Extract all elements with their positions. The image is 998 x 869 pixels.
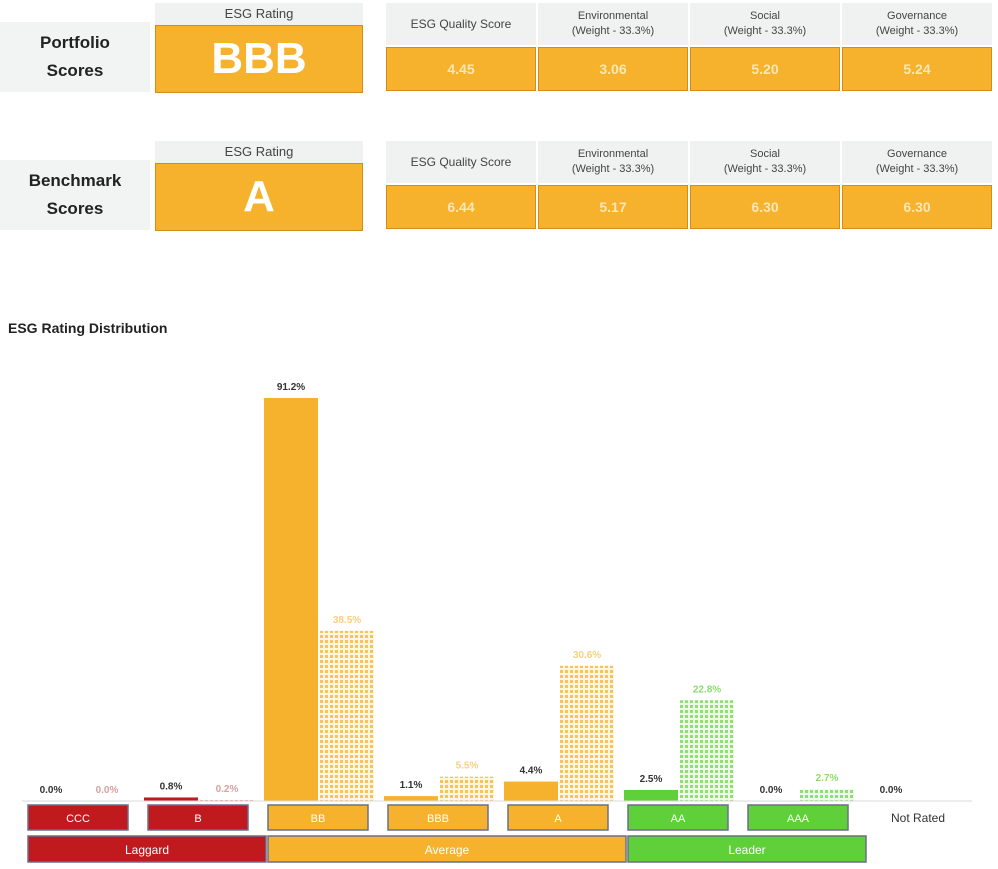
portfolio-rating-value: BBB	[155, 25, 363, 93]
category-box-a	[507, 804, 609, 831]
portfolio-environmental-value: 3.06	[538, 47, 688, 91]
category-label-bb: BB	[311, 813, 326, 825]
category-label-bbb: BBB	[427, 813, 449, 825]
category-label-aaa: AAA	[787, 813, 810, 825]
bar-portfolio-bb	[264, 398, 318, 801]
benchmark-quality-value: 6.44	[386, 185, 536, 229]
portfolio-quality-value: 4.45	[386, 47, 536, 91]
bar-label-portfolio-bb: 91.2%	[277, 382, 305, 393]
portfolio-rating-header: ESG Rating	[155, 3, 363, 25]
bar-label-portfolio-bbb: 1.1%	[400, 780, 423, 791]
benchmark-label-line1: Benchmark	[28, 171, 122, 190]
benchmark-environmental-value: 5.17	[538, 185, 688, 229]
chart-title: ESG Rating Distribution	[8, 320, 168, 336]
bar-label-portfolio-aaa: 0.0%	[760, 785, 783, 796]
bar-benchmark-a	[560, 665, 614, 801]
benchmark-social-value: 6.30	[690, 185, 840, 229]
benchmark-rating-header: ESG Rating	[155, 141, 363, 163]
portfolio-social-value: 5.20	[690, 47, 840, 91]
benchmark-governance-value: 6.30	[842, 185, 992, 229]
portfolio-quality-header: ESG Quality Score	[386, 3, 536, 45]
group-box-leader	[627, 835, 867, 863]
bar-label-portfolio-b: 0.8%	[160, 781, 183, 792]
category-label-a: A	[554, 813, 562, 825]
bar-label-benchmark-bb: 38.5%	[333, 615, 361, 626]
bar-portfolio-b	[144, 797, 198, 801]
bar-label-benchmark-bbb: 5.5%	[456, 761, 479, 772]
portfolio-governance-header: Governance (Weight - 33.3%)	[842, 3, 992, 45]
benchmark-social-header: Social (Weight - 33.3%)	[690, 141, 840, 183]
benchmark-environmental-header: Environmental (Weight - 33.3%)	[538, 141, 688, 183]
group-label-leader: Leader	[728, 843, 765, 857]
category-box-aaa	[747, 804, 849, 831]
esg-rating-distribution-chart: 0.0% 0.0% 0.8% 0.2% 91.2% 38.5% 1.1% 5.5% 4.4% 30…	[22, 382, 972, 863]
benchmark-quality-header: ESG Quality Score	[386, 141, 536, 183]
category-box-bb	[267, 804, 369, 831]
category-label-aa: AA	[671, 813, 686, 825]
bar-label-benchmark-a: 30.6%	[573, 650, 601, 661]
bar-portfolio-bbb	[384, 796, 438, 801]
bar-portfolio-a	[504, 781, 558, 801]
category-label-not-rated: Not Rated	[891, 811, 945, 825]
bar-label-benchmark-b: 0.2%	[216, 784, 239, 795]
portfolio-environmental-header: Environmental (Weight - 33.3%)	[538, 3, 688, 45]
bar-benchmark-bbb	[440, 776, 494, 801]
portfolio-scores: Portfolio Scores ESG Rating BBB ESG Quali…	[0, 0, 998, 95]
benchmark-rating-value: A	[155, 163, 363, 231]
bar-label-portfolio-aa: 2.5%	[640, 774, 663, 785]
portfolio-label-line1: Portfolio	[40, 33, 110, 52]
portfolio-governance-value: 5.24	[842, 47, 992, 91]
bar-portfolio-aa	[624, 789, 678, 801]
benchmark-scores: Benchmark Scores ESG Rating A ESG Quality…	[0, 138, 998, 233]
group-box-average	[267, 835, 627, 863]
group-box-laggard	[27, 835, 267, 863]
benchmark-governance-header: Governance (Weight - 33.3%)	[842, 141, 992, 183]
group-label-average: Average	[425, 843, 470, 857]
category-label-b: B	[194, 813, 201, 825]
bar-label-portfolio-a: 4.4%	[520, 766, 543, 777]
bar-benchmark-aa	[680, 700, 734, 801]
bar-benchmark-bb	[320, 630, 374, 801]
bar-label-benchmark-ccc: 0.0%	[96, 785, 119, 796]
category-box-bbb	[387, 804, 489, 831]
bar-label-benchmark-aa: 22.8%	[693, 684, 721, 695]
benchmark-label: Benchmark Scores	[0, 160, 150, 230]
bar-label-benchmark-aaa: 2.7%	[816, 773, 839, 784]
bar-label-portfolio-not-rated: 0.0%	[880, 785, 903, 796]
portfolio-label: Portfolio Scores	[0, 22, 150, 92]
bar-benchmark-aaa	[800, 789, 854, 801]
category-box-b	[147, 804, 249, 831]
bar-label-portfolio-ccc: 0.0%	[40, 785, 63, 796]
group-label-laggard: Laggard	[125, 843, 169, 857]
category-label-ccc: CCC	[66, 813, 90, 825]
category-box-aa	[627, 804, 729, 831]
category-box-ccc	[27, 804, 129, 831]
benchmark-label-line2: Scores	[46, 199, 104, 218]
portfolio-label-line2: Scores	[46, 61, 104, 80]
portfolio-social-header: Social (Weight - 33.3%)	[690, 3, 840, 45]
